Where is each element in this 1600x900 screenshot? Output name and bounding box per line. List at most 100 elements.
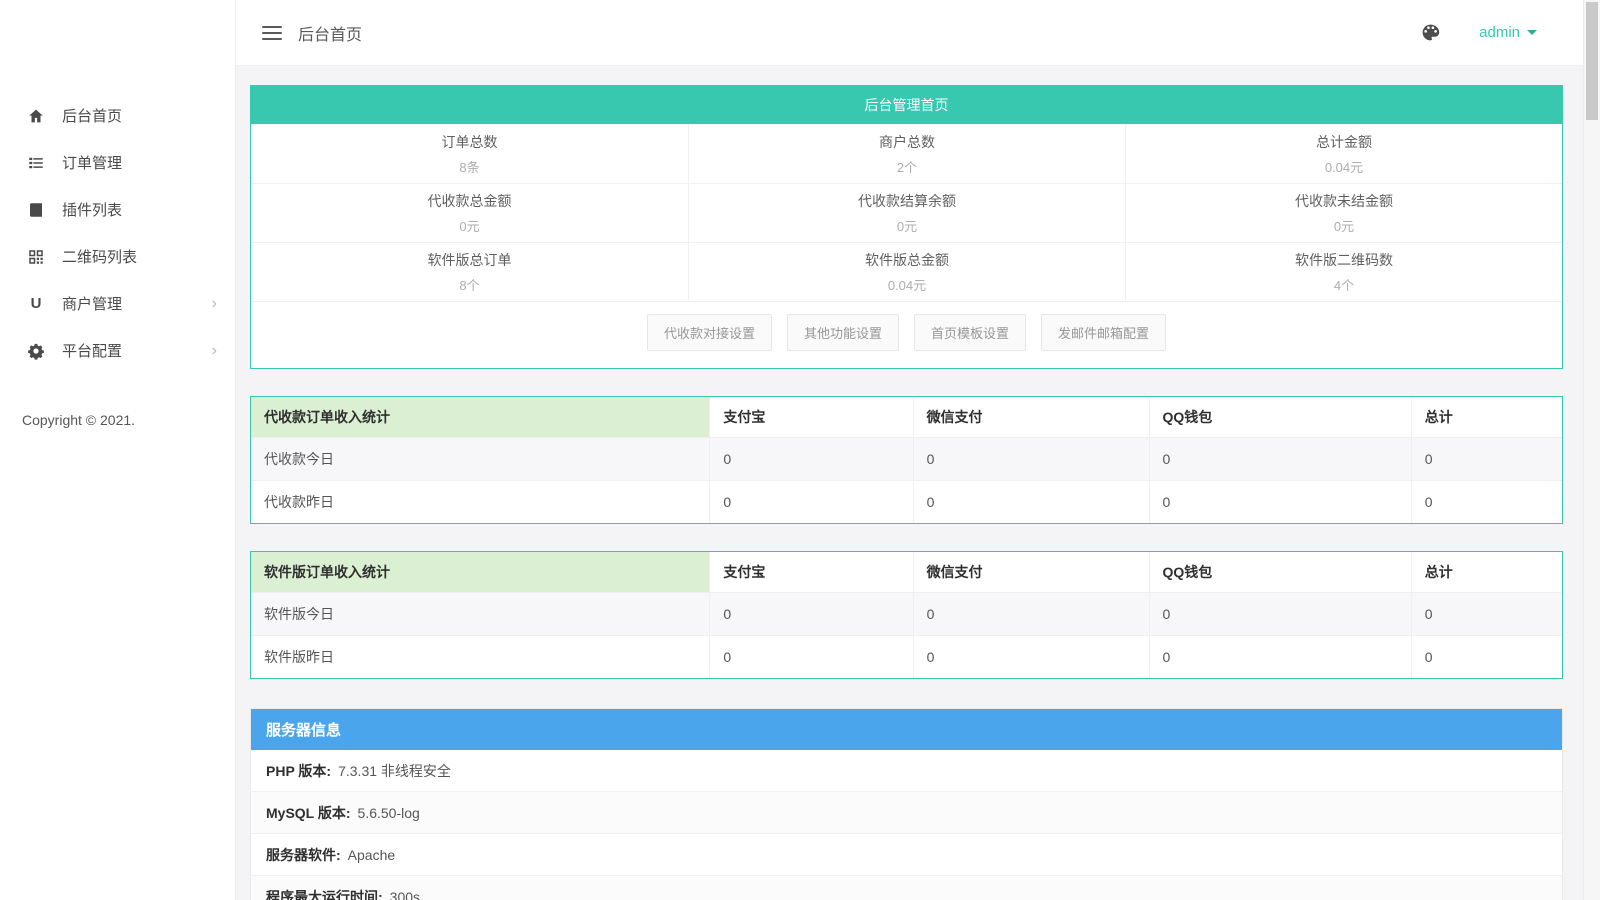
stat-value: 4个 <box>1333 278 1355 293</box>
server-info-server-software: 服务器软件: Apache <box>251 834 1562 876</box>
gear-icon <box>26 341 46 361</box>
stat-value: 0.04元 <box>887 278 927 293</box>
cell-value: 0 <box>912 635 1150 678</box>
sidebar: 后台首页 订单管理 插件列表 二维码列表 U <box>0 0 236 900</box>
scrollbar-thumb[interactable] <box>1586 2 1598 120</box>
stat-value: 2个 <box>896 159 918 175</box>
sidebar-item-merchants[interactable]: U 商户管理 › <box>0 280 235 327</box>
settings-button-bar: 代收款对接设置 其他功能设置 首页模板设置 发邮件邮箱配置 <box>251 301 1562 368</box>
server-row-value: Apache <box>347 846 396 863</box>
server-row-value: 5.6.50-log <box>357 804 420 821</box>
collection-api-settings-button[interactable]: 代收款对接设置 <box>646 314 772 351</box>
caret-down-icon <box>1527 30 1537 35</box>
sidebar-item-label: 后台首页 <box>62 108 123 125</box>
column-header-total: 总计 <box>1410 397 1562 437</box>
sidebar-item-platform-config[interactable]: 平台配置 › <box>0 327 235 374</box>
user-menu[interactable]: admin <box>1479 24 1537 41</box>
cell-value: 0 <box>1410 480 1562 523</box>
sidebar-item-orders[interactable]: 订单管理 <box>0 139 235 186</box>
stat-label: 软件版总订单 <box>427 252 512 268</box>
sidebar-item-label: 商户管理 <box>62 296 123 313</box>
sidebar-item-label: 平台配置 <box>62 343 123 360</box>
cell-value: 0 <box>709 635 914 678</box>
table-header-row: 代收款订单收入统计 支付宝 微信支付 QQ钱包 总计 <box>251 397 1562 437</box>
cell-value: 0 <box>709 437 914 480</box>
stat-label: 商户总数 <box>879 133 935 150</box>
stat-label: 总计金额 <box>1316 133 1372 150</box>
stat-total-orders: 订单总数 8条 <box>251 124 688 183</box>
column-header-alipay: 支付宝 <box>709 397 914 437</box>
stat-label: 代收款结算余额 <box>858 193 956 209</box>
column-header-wechat: 微信支付 <box>912 552 1150 592</box>
server-info-mysql-version: MySQL 版本: 5.6.50-log <box>251 792 1562 834</box>
stat-total-amount: 总计金额 0.04元 <box>1125 124 1562 183</box>
cell-value: 0 <box>912 437 1150 480</box>
hamburger-menu-icon[interactable] <box>262 22 282 44</box>
vertical-scrollbar[interactable] <box>1583 0 1600 900</box>
copyright-text: Copyright © 2021. <box>22 412 136 428</box>
cell-value: 0 <box>1410 635 1562 678</box>
collection-income-panel: 代收款订单收入统计 支付宝 微信支付 QQ钱包 总计 代收款今日 0 0 0 <box>250 396 1563 524</box>
server-info-php-version: PHP 版本: 7.3.31 非线程安全 <box>251 750 1562 792</box>
stat-value: 0.04元 <box>1324 159 1364 175</box>
cell-value: 0 <box>1148 480 1412 523</box>
column-header-total: 总计 <box>1410 552 1562 592</box>
cell-value: 0 <box>912 480 1150 523</box>
sidebar-item-qrcodes[interactable]: 二维码列表 <box>0 233 235 280</box>
cell-value: 0 <box>1410 437 1562 480</box>
home-icon <box>26 106 46 126</box>
merchant-icon: U <box>30 295 42 312</box>
column-header-alipay: 支付宝 <box>709 552 914 592</box>
row-label: 代收款昨日 <box>264 493 334 510</box>
overview-panel-title: 后台管理首页 <box>251 86 1562 124</box>
collection-income-table: 代收款订单收入统计 支付宝 微信支付 QQ钱包 总计 代收款今日 0 0 0 <box>251 397 1562 523</box>
row-label: 软件版今日 <box>264 605 334 622</box>
table-row: 代收款昨日 0 0 0 0 <box>251 480 1562 523</box>
server-info-panel: 服务器信息 PHP 版本: 7.3.31 非线程安全 MySQL 版本: 5.6… <box>250 708 1563 900</box>
homepage-template-settings-button[interactable]: 首页模板设置 <box>914 314 1027 351</box>
username: admin <box>1479 24 1520 41</box>
stat-label: 代收款未结金额 <box>1295 193 1393 209</box>
stat-software-total-amount: 软件版总金额 0.04元 <box>688 242 1125 301</box>
server-row-label: 程序最大运行时间: <box>266 888 383 900</box>
stat-label: 代收款总金额 <box>427 193 512 209</box>
column-header-qq-wallet: QQ钱包 <box>1148 552 1412 592</box>
table-header-row: 软件版订单收入统计 支付宝 微信支付 QQ钱包 总计 <box>251 552 1562 592</box>
sidebar-item-plugins[interactable]: 插件列表 <box>0 186 235 233</box>
cell-value: 0 <box>1148 592 1412 635</box>
row-label: 软件版昨日 <box>264 648 334 665</box>
stat-label: 软件版二维码数 <box>1295 252 1393 268</box>
stat-value: 0元 <box>896 219 918 234</box>
cell-value: 0 <box>1148 635 1412 678</box>
stats-grid: 订单总数 8条 商户总数 2个 总计金额 0.04元 代收款总金额 0元 <box>251 124 1562 301</box>
server-row-label: MySQL 版本: <box>266 804 351 821</box>
sidebar-nav: 后台首页 订单管理 插件列表 二维码列表 U <box>0 92 235 374</box>
theme-palette-icon[interactable] <box>1420 22 1441 43</box>
stat-software-qrcode-count: 软件版二维码数 4个 <box>1125 242 1562 301</box>
table-row: 代收款今日 0 0 0 0 <box>251 437 1562 480</box>
sidebar-item-home[interactable]: 后台首页 <box>0 92 235 139</box>
sidebar-item-label: 插件列表 <box>62 202 123 219</box>
main-area: 后台首页 admin 后台管理首页 订单总数 8条 <box>236 0 1600 900</box>
overview-panel: 后台管理首页 订单总数 8条 商户总数 2个 总计金额 0.04元 <box>250 85 1563 369</box>
table-title: 软件版订单收入统计 <box>251 552 710 592</box>
other-functions-settings-button[interactable]: 其他功能设置 <box>786 314 899 351</box>
cell-value: 0 <box>1148 437 1412 480</box>
sidebar-item-label: 订单管理 <box>62 155 123 172</box>
stat-label: 订单总数 <box>441 133 498 150</box>
email-config-button[interactable]: 发邮件邮箱配置 <box>1041 314 1167 351</box>
software-income-table: 软件版订单收入统计 支付宝 微信支付 QQ钱包 总计 软件版今日 0 0 0 <box>251 552 1562 678</box>
column-header-wechat: 微信支付 <box>912 397 1150 437</box>
cell-value: 0 <box>912 592 1150 635</box>
stat-collection-unsettled: 代收款未结金额 0元 <box>1125 183 1562 242</box>
stat-value: 0元 <box>459 219 480 234</box>
cell-value: 0 <box>709 592 914 635</box>
server-row-label: PHP 版本: <box>266 762 332 779</box>
order-list-icon <box>26 153 46 173</box>
server-row-value: 7.3.31 非线程安全 <box>338 762 451 779</box>
chevron-right-icon: › <box>211 341 217 359</box>
chevron-right-icon: › <box>211 294 217 312</box>
stat-collection-total: 代收款总金额 0元 <box>251 183 688 242</box>
server-row-value: 300s <box>389 888 421 900</box>
